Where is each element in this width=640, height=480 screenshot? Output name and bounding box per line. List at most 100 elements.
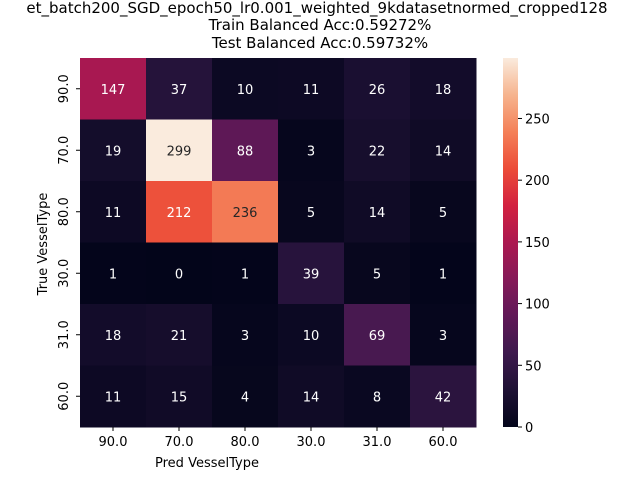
chart-title-line-1: et_batch200_SGD_epoch50_lr0.001_weighted… — [26, 0, 608, 17]
heatmap-cell-r1-c2 — [212, 119, 279, 182]
heatmap-cell-r4-c2 — [212, 304, 279, 366]
y-tick-label: 60.0 — [57, 382, 72, 411]
heatmap-cell-r2-c4 — [344, 181, 411, 243]
heatmap-cell-r3-c5 — [410, 242, 477, 305]
heatmap-cell-r0-c2 — [212, 58, 279, 120]
heatmap-cell-r5-c0 — [80, 365, 147, 428]
cell-value-label: 18 — [105, 329, 122, 344]
heatmap-cell-r0-c0 — [80, 58, 147, 120]
cell-value-label: 39 — [303, 267, 320, 282]
heatmap-cell-r1-c4 — [344, 119, 411, 182]
colorbar: 0 50 100 150 200 250 — [503, 58, 550, 436]
y-tick-label: 70.0 — [57, 136, 72, 165]
heatmap-cell-r3-c3 — [278, 242, 345, 305]
colorbar-tick-label: 150 — [525, 236, 550, 251]
cell-value-label: 3 — [241, 329, 249, 344]
cell-value-label: 1 — [439, 267, 447, 282]
heatmap-cell-r1-c1 — [146, 119, 213, 182]
y-tick-label: 80.0 — [57, 197, 72, 226]
cell-value-label: 11 — [105, 390, 122, 405]
cell-value-label: 15 — [171, 390, 188, 405]
cell-value-label: 69 — [369, 329, 386, 344]
heatmap-cell-r2-c2 — [212, 181, 279, 243]
heatmap-cell-r0-c3 — [278, 58, 345, 120]
y-axis-label: True VesselType — [36, 193, 51, 297]
heatmap-cell-r4-c1 — [146, 304, 213, 366]
cell-value-label: 3 — [439, 329, 447, 344]
cell-value-label: 42 — [435, 390, 452, 405]
cell-value-label: 0 — [175, 267, 183, 282]
cell-value-label: 5 — [307, 206, 315, 221]
cell-value-label: 18 — [435, 83, 452, 98]
cell-value-label: 19 — [105, 144, 122, 159]
cell-value-label: 5 — [373, 267, 381, 282]
cell-value-label: 212 — [167, 206, 192, 221]
heatmap-cell-r3-c1 — [146, 242, 213, 305]
heatmap-cell-r5-c3 — [278, 365, 345, 428]
cell-value-label: 10 — [237, 83, 254, 98]
x-tick-label: 80.0 — [231, 435, 260, 450]
heatmap-cell-r1-c5 — [410, 119, 477, 182]
colorbar-tick-label: 100 — [525, 298, 550, 313]
x-tick-label: 30.0 — [297, 435, 326, 450]
y-tick-label: 31.0 — [57, 320, 72, 349]
y-tick-label: 30.0 — [57, 259, 72, 288]
heatmap-cell-r4-c5 — [410, 304, 477, 366]
heatmap-cell-r2-c0 — [80, 181, 147, 243]
heatmap-cell-r2-c3 — [278, 181, 345, 243]
x-axis-ticks: 90.0 70.0 80.0 30.0 31.0 60.0 — [99, 427, 458, 450]
x-tick-label: 90.0 — [99, 435, 128, 450]
heatmap-cell-r2-c5 — [410, 181, 477, 243]
heatmap-cell-r1-c0 — [80, 119, 147, 182]
cell-value-label: 8 — [373, 390, 381, 405]
chart-title-line-2: Train Balanced Acc:0.59272% — [208, 16, 432, 34]
cell-value-label: 10 — [303, 329, 320, 344]
colorbar-tick-label: 200 — [525, 174, 550, 189]
heatmap-cell-r3-c2 — [212, 242, 279, 305]
cell-value-label: 21 — [171, 329, 188, 344]
heatmap-cell-r5-c4 — [344, 365, 411, 428]
y-tick-label: 90.0 — [57, 74, 72, 103]
cell-value-label: 11 — [105, 206, 122, 221]
heatmap-cell-r3-c0 — [80, 242, 147, 305]
x-tick-label: 31.0 — [363, 435, 392, 450]
heatmap-cell-r3-c4 — [344, 242, 411, 305]
heatmap-cell-r0-c5 — [410, 58, 477, 120]
x-axis-label: Pred VesselType — [155, 456, 259, 471]
heatmap-cell-r4-c3 — [278, 304, 345, 366]
cell-value-label: 14 — [303, 390, 320, 405]
y-axis-ticks: 90.0 70.0 80.0 30.0 31.0 60.0 — [57, 74, 80, 411]
heatmap-cell-r2-c1 — [146, 181, 213, 243]
cell-value-label: 1 — [241, 267, 249, 282]
colorbar-gradient — [503, 58, 518, 427]
cell-value-label: 1 — [109, 267, 117, 282]
heatmap-cell-r0-c4 — [344, 58, 411, 120]
cell-value-label: 26 — [369, 83, 386, 98]
cell-value-label: 88 — [237, 144, 254, 159]
colorbar-tick-label: 250 — [525, 112, 550, 127]
cell-value-label: 22 — [369, 144, 386, 159]
cell-value-label: 147 — [101, 83, 126, 98]
cell-value-label: 4 — [241, 390, 249, 405]
cell-value-label: 236 — [233, 206, 258, 221]
cell-value-label: 3 — [307, 144, 315, 159]
cell-value-label: 5 — [439, 206, 447, 221]
heatmap-cell-r0-c1 — [146, 58, 213, 120]
heatmap-cell-r5-c5 — [410, 365, 477, 428]
cell-value-label: 299 — [167, 144, 192, 159]
cell-value-label: 37 — [171, 83, 188, 98]
chart-title-line-3: Test Balanced Acc:0.59732% — [211, 34, 429, 52]
heatmap-cell-r5-c2 — [212, 365, 279, 428]
heatmap-cell-r4-c4 — [344, 304, 411, 366]
cell-value-label: 14 — [435, 144, 452, 159]
cell-value-label: 14 — [369, 206, 386, 221]
colorbar-tick-label: 0 — [525, 421, 533, 436]
x-tick-label: 70.0 — [165, 435, 194, 450]
colorbar-tick-label: 50 — [525, 359, 542, 374]
heatmap-cell-r4-c0 — [80, 304, 147, 366]
heatmap-cell-r5-c1 — [146, 365, 213, 428]
heatmap-cell-r1-c3 — [278, 119, 345, 182]
x-tick-label: 60.0 — [429, 435, 458, 450]
